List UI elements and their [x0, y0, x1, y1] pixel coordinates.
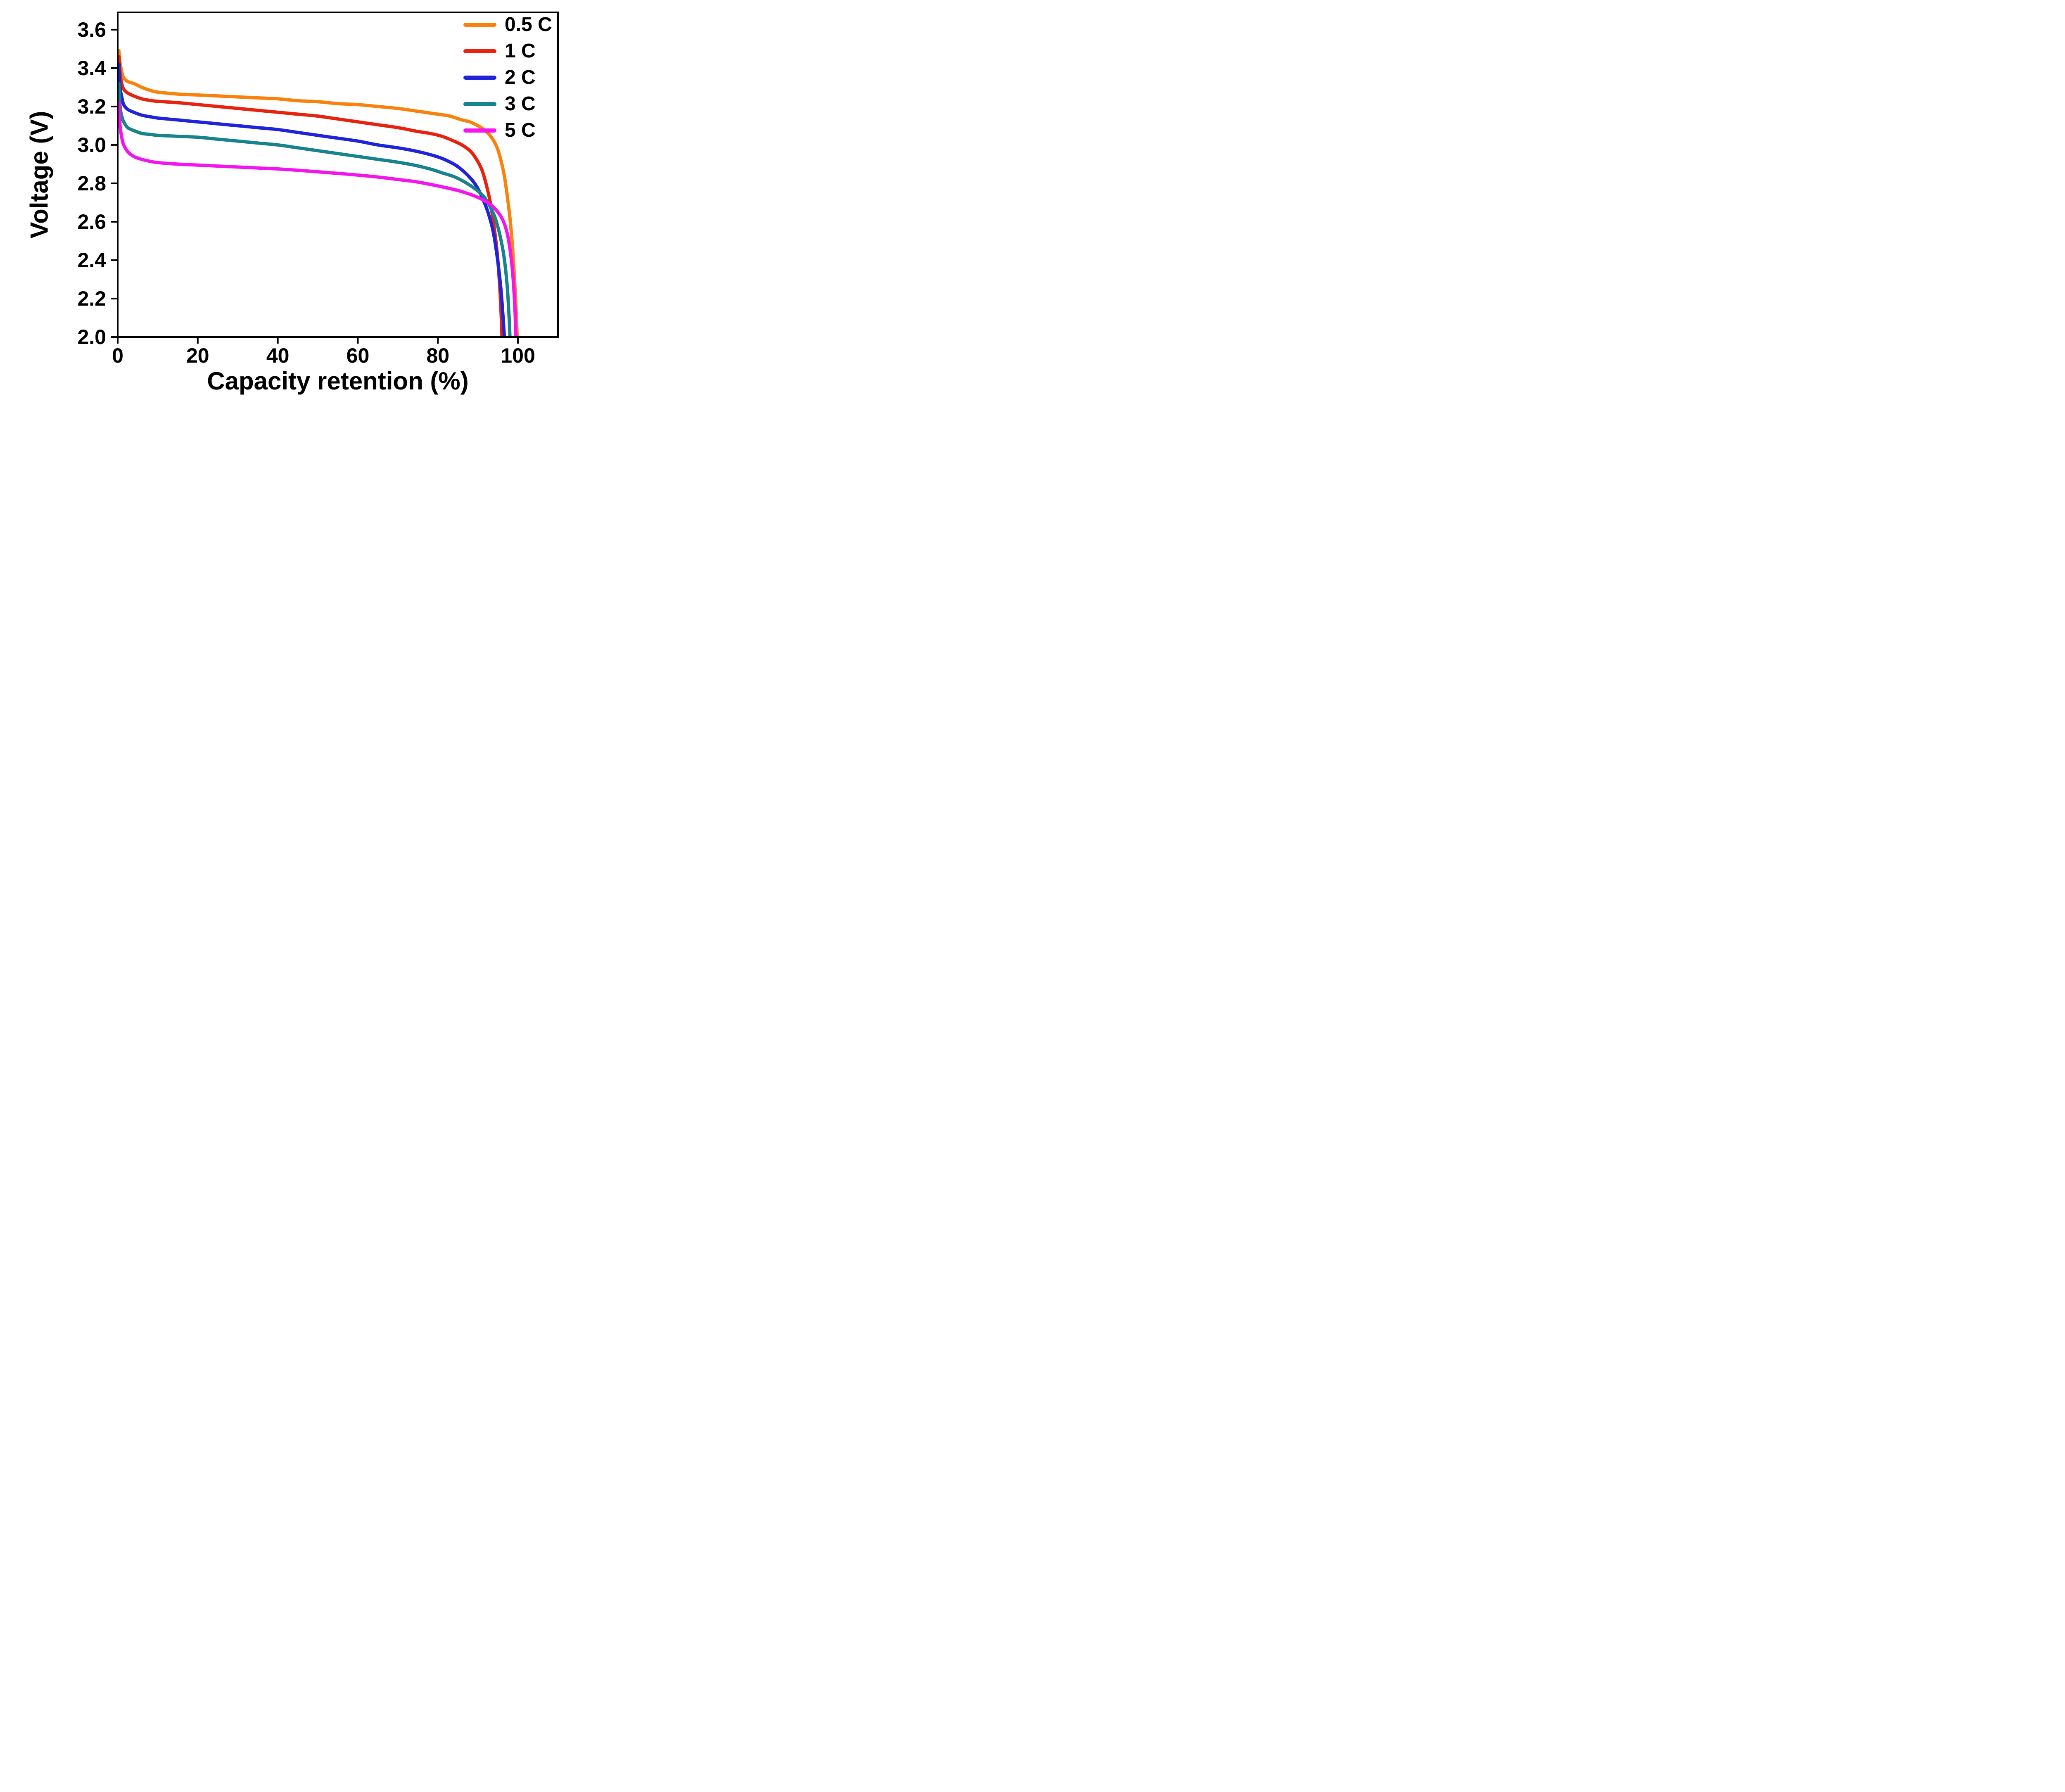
- x-tick-label: 60: [347, 344, 370, 367]
- x-tick-label: 40: [266, 344, 290, 367]
- y-tick-label: 2.0: [77, 325, 106, 349]
- legend: 0.5 C 1 C 2 C 3 C 5 C: [463, 12, 552, 144]
- y-tick-label: 2.2: [77, 287, 106, 310]
- series-line-5c: [117, 101, 518, 338]
- y-tick-label: 2.6: [77, 210, 106, 233]
- legend-item-0.5c: 0.5 C: [463, 12, 552, 38]
- legend-item-5c: 5 C: [463, 117, 552, 144]
- legend-label-3c: 3 C: [505, 93, 536, 115]
- y-tick-label: 2.8: [77, 172, 106, 195]
- legend-line-5c: [463, 128, 496, 133]
- legend-item-3c: 3 C: [463, 91, 552, 117]
- y-tick-label: 2.4: [77, 249, 106, 272]
- legend-line-3c: [463, 102, 496, 106]
- x-tick-label: 20: [186, 344, 209, 367]
- y-tick-label: 3.4: [77, 57, 106, 80]
- legend-item-1c: 1 C: [463, 38, 552, 64]
- legend-label-0.5c: 0.5 C: [505, 14, 552, 36]
- plot-frame: [117, 12, 559, 338]
- legend-line-0.5c: [463, 23, 496, 27]
- legend-label-2c: 2 C: [505, 66, 536, 88]
- plot-canvas: 0 20 40 60 80 100 2.0 2.2 2.4 2.6 2.8 3.0 3.2 3.4 3.6: [77, 12, 559, 367]
- x-tick-label: 0: [112, 344, 123, 367]
- legend-line-2c: [463, 76, 496, 80]
- x-tick-label: 100: [501, 344, 535, 367]
- series-line-1c: [117, 55, 504, 338]
- series-line-0.5c: [117, 49, 519, 338]
- legend-label-5c: 5 C: [505, 119, 536, 141]
- x-tick-label: 80: [426, 344, 449, 367]
- y-tick-label: 3.0: [77, 133, 106, 157]
- y-tick-label: 3.6: [77, 18, 106, 41]
- series-group: [117, 49, 519, 338]
- legend-item-2c: 2 C: [463, 64, 552, 91]
- y-axis-title: Voltage (V): [25, 111, 53, 239]
- legend-line-1c: [463, 49, 496, 53]
- series-line-2c: [117, 62, 506, 338]
- legend-label-1c: 1 C: [505, 40, 536, 62]
- discharge-curve-figure: 0 20 40 60 80 100 2.0 2.2 2.4 2.6 2.8 3.0 3.2 3.4 3.6 …: [0, 0, 644, 410]
- series-line-3c: [117, 82, 512, 338]
- x-axis-title: Capacity retention (%): [207, 367, 469, 395]
- y-tick-label: 3.2: [77, 95, 106, 118]
